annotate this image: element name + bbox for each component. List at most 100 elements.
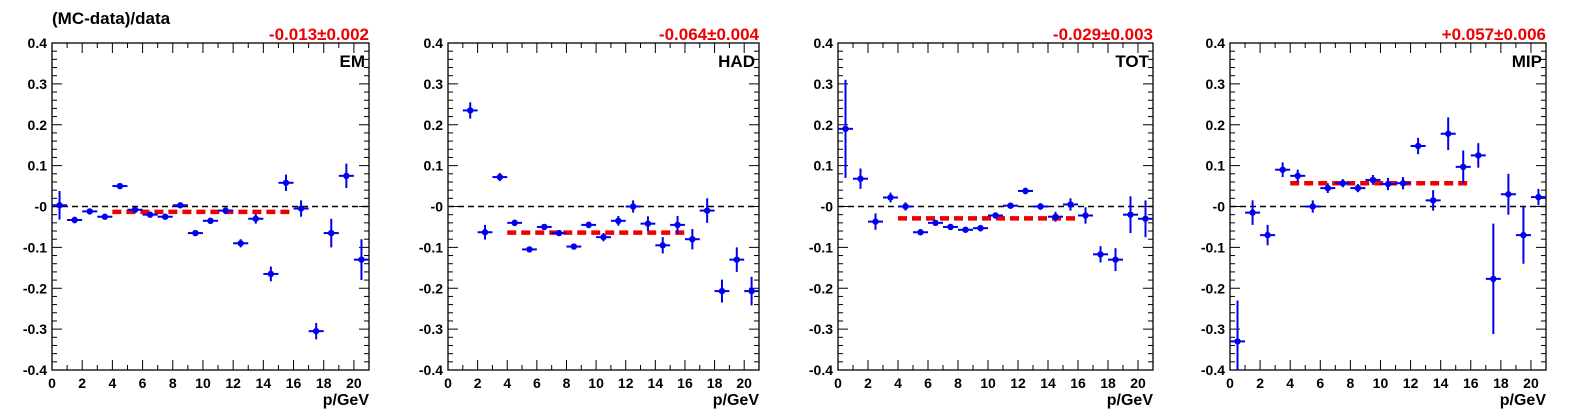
x-tick-label: 0 — [444, 375, 452, 391]
x-tick-label: 2 — [474, 375, 482, 391]
data-point — [1500, 173, 1516, 215]
x-tick-label: 10 — [980, 375, 996, 391]
data-point — [278, 174, 294, 191]
marker — [842, 125, 849, 133]
y-tick-label: -0.4 — [419, 362, 443, 378]
y-tick-label: -0.3 — [809, 321, 833, 337]
x-tick-label: 4 — [894, 375, 902, 391]
marker — [585, 221, 592, 229]
marker — [86, 208, 93, 215]
marker — [1399, 180, 1407, 187]
marker — [718, 287, 726, 295]
marker — [917, 229, 924, 236]
marker — [1264, 231, 1271, 239]
x-tick-label: 2 — [1256, 375, 1264, 391]
x-tick-label: 16 — [1070, 375, 1086, 391]
x-tick-label: 12 — [1403, 375, 1419, 391]
marker — [1279, 166, 1286, 173]
data-point — [868, 213, 883, 230]
data-point — [1305, 200, 1321, 213]
marker — [467, 107, 474, 114]
y-tick-label: -0.1 — [1201, 239, 1225, 255]
marker — [1294, 172, 1301, 180]
y-tick-label: -0 — [821, 199, 834, 215]
marker — [1369, 176, 1377, 184]
y-tick-label: -0.1 — [419, 239, 443, 255]
y-tick-label: 0.1 — [424, 158, 444, 174]
y-tick-label: 0.3 — [424, 76, 444, 92]
y-tick-label: -0.2 — [23, 280, 47, 296]
x-tick-label: 10 — [588, 375, 604, 391]
marker — [116, 182, 124, 190]
marker — [1052, 213, 1059, 220]
y-tick-label: 0.4 — [424, 35, 444, 51]
marker — [1414, 142, 1422, 150]
data-point — [157, 213, 173, 220]
data-point — [1003, 202, 1018, 209]
marker — [282, 179, 290, 186]
marker — [496, 173, 504, 181]
marker — [1505, 191, 1512, 198]
marker — [902, 203, 909, 210]
panel-label: TOT — [1115, 52, 1149, 71]
marker — [541, 223, 548, 231]
data-point — [1395, 177, 1411, 190]
y-tick-label: 0.2 — [424, 117, 444, 133]
x-tick-label: 4 — [108, 375, 116, 391]
x-tick-label: 2 — [78, 375, 86, 391]
x-tick-label: 20 — [1523, 375, 1539, 391]
x-tick-label: 12 — [618, 375, 634, 391]
data-point — [1470, 143, 1486, 168]
data-point — [127, 206, 143, 213]
data-point — [1350, 184, 1366, 193]
data-point — [1380, 177, 1396, 191]
marker — [887, 194, 894, 201]
marker — [252, 215, 259, 222]
marker — [511, 219, 518, 227]
marker — [1490, 275, 1497, 283]
data-point — [1425, 190, 1441, 211]
marker — [1067, 201, 1074, 208]
data-point — [958, 226, 973, 233]
marker — [207, 217, 214, 225]
x-tick-label: 18 — [1493, 375, 1509, 391]
x-tick-label: 4 — [1286, 375, 1294, 391]
y-tick-label: -0.1 — [809, 239, 833, 255]
data-point — [97, 213, 113, 220]
marker — [615, 217, 622, 225]
data-point — [1455, 150, 1471, 184]
x-tick-label: 18 — [316, 375, 332, 391]
marker — [1112, 256, 1119, 263]
data-point — [1485, 223, 1501, 335]
marker — [101, 213, 109, 220]
marker — [1475, 152, 1482, 159]
data-point — [1108, 248, 1123, 272]
marker — [977, 224, 984, 232]
y-tick-label: -0 — [1213, 199, 1226, 215]
x-tick-label: 20 — [1130, 375, 1146, 391]
data-point — [699, 198, 715, 223]
marker — [748, 287, 755, 295]
y-tick-label: -0.4 — [23, 362, 47, 378]
panel-label: HAD — [718, 52, 755, 71]
data-point — [1260, 224, 1276, 246]
x-tick-label: 2 — [864, 375, 872, 391]
plot-frame — [1229, 42, 1547, 371]
data-point — [1093, 246, 1108, 263]
data-point — [1320, 183, 1336, 194]
marker — [1127, 211, 1134, 218]
data-point — [928, 219, 943, 227]
data-point — [898, 202, 913, 211]
data-point — [1515, 206, 1531, 264]
data-point — [248, 213, 264, 224]
data-point — [988, 212, 1003, 219]
data-point — [263, 266, 279, 282]
y-tick-label: 0.1 — [1206, 158, 1226, 174]
y-tick-label: 0.2 — [814, 117, 834, 133]
panels: -0.4 -0.3 -0.2 -0.1 -0 0.1 0.2 0.3 0.4 0 2 4 6 8 10 12 1… — [23, 25, 1547, 409]
marker — [570, 243, 578, 250]
x-tick-label: 8 — [954, 375, 962, 391]
data-point — [172, 202, 188, 209]
data-point — [477, 224, 493, 240]
